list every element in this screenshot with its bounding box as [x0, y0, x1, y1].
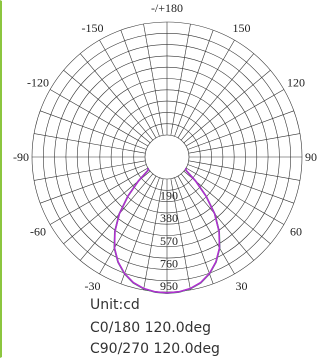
- c90-270-beam-angle: C90/270 120.0deg: [90, 341, 220, 357]
- grid-circle: [144, 134, 190, 180]
- grid-spoke: [99, 39, 157, 139]
- grid-spoke: [99, 175, 157, 275]
- grid-spoke: [143, 23, 164, 136]
- grid-spoke: [79, 173, 154, 261]
- c0-180-beam-angle: C0/180 120.0deg: [90, 320, 212, 336]
- grid-spoke: [63, 69, 151, 144]
- grid-spoke: [120, 30, 160, 137]
- angle-label: -30: [85, 279, 101, 293]
- radial-value-label: 950: [160, 279, 178, 293]
- grid-spoke: [185, 89, 285, 147]
- grid-spoke: [143, 178, 164, 291]
- grid-spoke: [188, 133, 301, 154]
- polar-grid: [31, 21, 303, 293]
- grid-spoke: [170, 23, 191, 136]
- grid-spoke: [177, 39, 235, 139]
- polar-light-distribution-chart: -/+180 150 120 90 60 30 0 -30 -60 -90 -120 -150 190 3…: [13, 1, 317, 300]
- grid-spoke: [180, 53, 255, 141]
- angle-label: 30: [236, 279, 248, 293]
- grid-spoke: [33, 133, 146, 154]
- unit-label: Unit:cd: [90, 297, 140, 313]
- grid-spoke: [33, 160, 146, 181]
- grid-spoke: [177, 175, 235, 275]
- grid-spoke: [63, 170, 151, 245]
- grid-spoke: [174, 30, 214, 137]
- radial-value-label: 190: [160, 189, 178, 203]
- radial-value-label: 380: [160, 211, 178, 225]
- grid-spoke: [79, 53, 154, 141]
- grid-spoke: [187, 164, 294, 204]
- grid-spoke: [174, 177, 214, 284]
- series-curve-c90-270: [113, 167, 221, 294]
- angle-label: 60: [290, 225, 302, 239]
- angle-label: -90: [13, 150, 29, 164]
- angle-label: 90: [305, 150, 317, 164]
- grid-spoke: [49, 167, 149, 225]
- grid-spoke: [187, 110, 294, 150]
- radial-value-label: 760: [160, 256, 178, 270]
- angle-label: 0: [164, 299, 170, 300]
- grid-spoke: [40, 164, 147, 204]
- grid-spoke: [185, 167, 285, 225]
- angle-label: -60: [30, 225, 46, 239]
- grid-spoke: [188, 160, 301, 181]
- angle-label: -/+180: [151, 1, 183, 15]
- radial-value-label: 570: [160, 234, 178, 248]
- angle-label: 150: [233, 21, 251, 35]
- grid-spoke: [170, 178, 191, 291]
- angle-label: 120: [287, 76, 305, 90]
- polar-labels: -/+180 150 120 90 60 30 0 -30 -60 -90 -120 -150 190 3…: [13, 1, 317, 300]
- grid-spoke: [49, 89, 149, 147]
- angle-label: -150: [82, 21, 104, 35]
- grid-spoke: [120, 177, 160, 284]
- grid-spoke: [183, 170, 271, 245]
- grid-spoke: [40, 110, 147, 150]
- grid-spoke: [183, 69, 271, 144]
- polar-series: [113, 167, 221, 294]
- grid-spoke: [180, 173, 255, 261]
- angle-label: -120: [27, 76, 49, 90]
